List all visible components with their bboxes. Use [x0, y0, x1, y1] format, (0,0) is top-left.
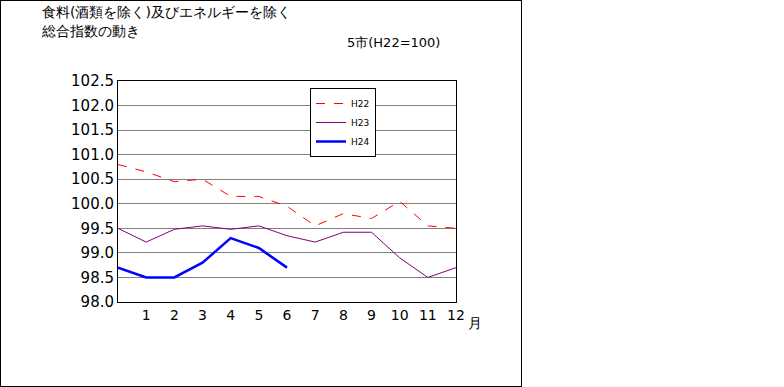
- svg-text:98.0: 98.0: [81, 293, 114, 311]
- svg-text:100.0: 100.0: [71, 195, 114, 213]
- svg-text:1: 1: [142, 307, 151, 323]
- svg-text:食料(酒類を除く)及びエネルギーを除く総合指数の動き: 食料(酒類を除く)及びエネルギーを除く総合指数の動き: [41, 4, 291, 38]
- svg-text:5: 5: [254, 307, 263, 323]
- svg-text:12: 12: [447, 307, 465, 323]
- svg-text:10: 10: [391, 307, 409, 323]
- svg-text:月: 月: [468, 315, 482, 331]
- svg-text:5市(H22=100): 5市(H22=100): [347, 35, 440, 50]
- svg-text:101.5: 101.5: [71, 121, 114, 139]
- svg-text:99.5: 99.5: [81, 220, 114, 238]
- svg-text:98.5: 98.5: [81, 269, 114, 287]
- svg-text:8: 8: [339, 307, 348, 323]
- svg-text:H23: H23: [351, 118, 369, 128]
- svg-text:101.0: 101.0: [71, 146, 114, 164]
- svg-text:7: 7: [311, 307, 320, 323]
- svg-text:6: 6: [283, 307, 292, 323]
- svg-text:H24: H24: [351, 137, 369, 147]
- svg-text:4: 4: [226, 307, 235, 323]
- svg-text:102.0: 102.0: [71, 97, 114, 115]
- svg-text:102.5: 102.5: [71, 72, 114, 90]
- svg-text:2: 2: [170, 307, 179, 323]
- svg-text:H22: H22: [351, 99, 369, 109]
- svg-text:3: 3: [198, 307, 207, 323]
- svg-text:9: 9: [367, 307, 376, 323]
- svg-text:99.0: 99.0: [81, 244, 114, 262]
- svg-text:100.5: 100.5: [71, 170, 114, 188]
- svg-text:11: 11: [419, 307, 437, 323]
